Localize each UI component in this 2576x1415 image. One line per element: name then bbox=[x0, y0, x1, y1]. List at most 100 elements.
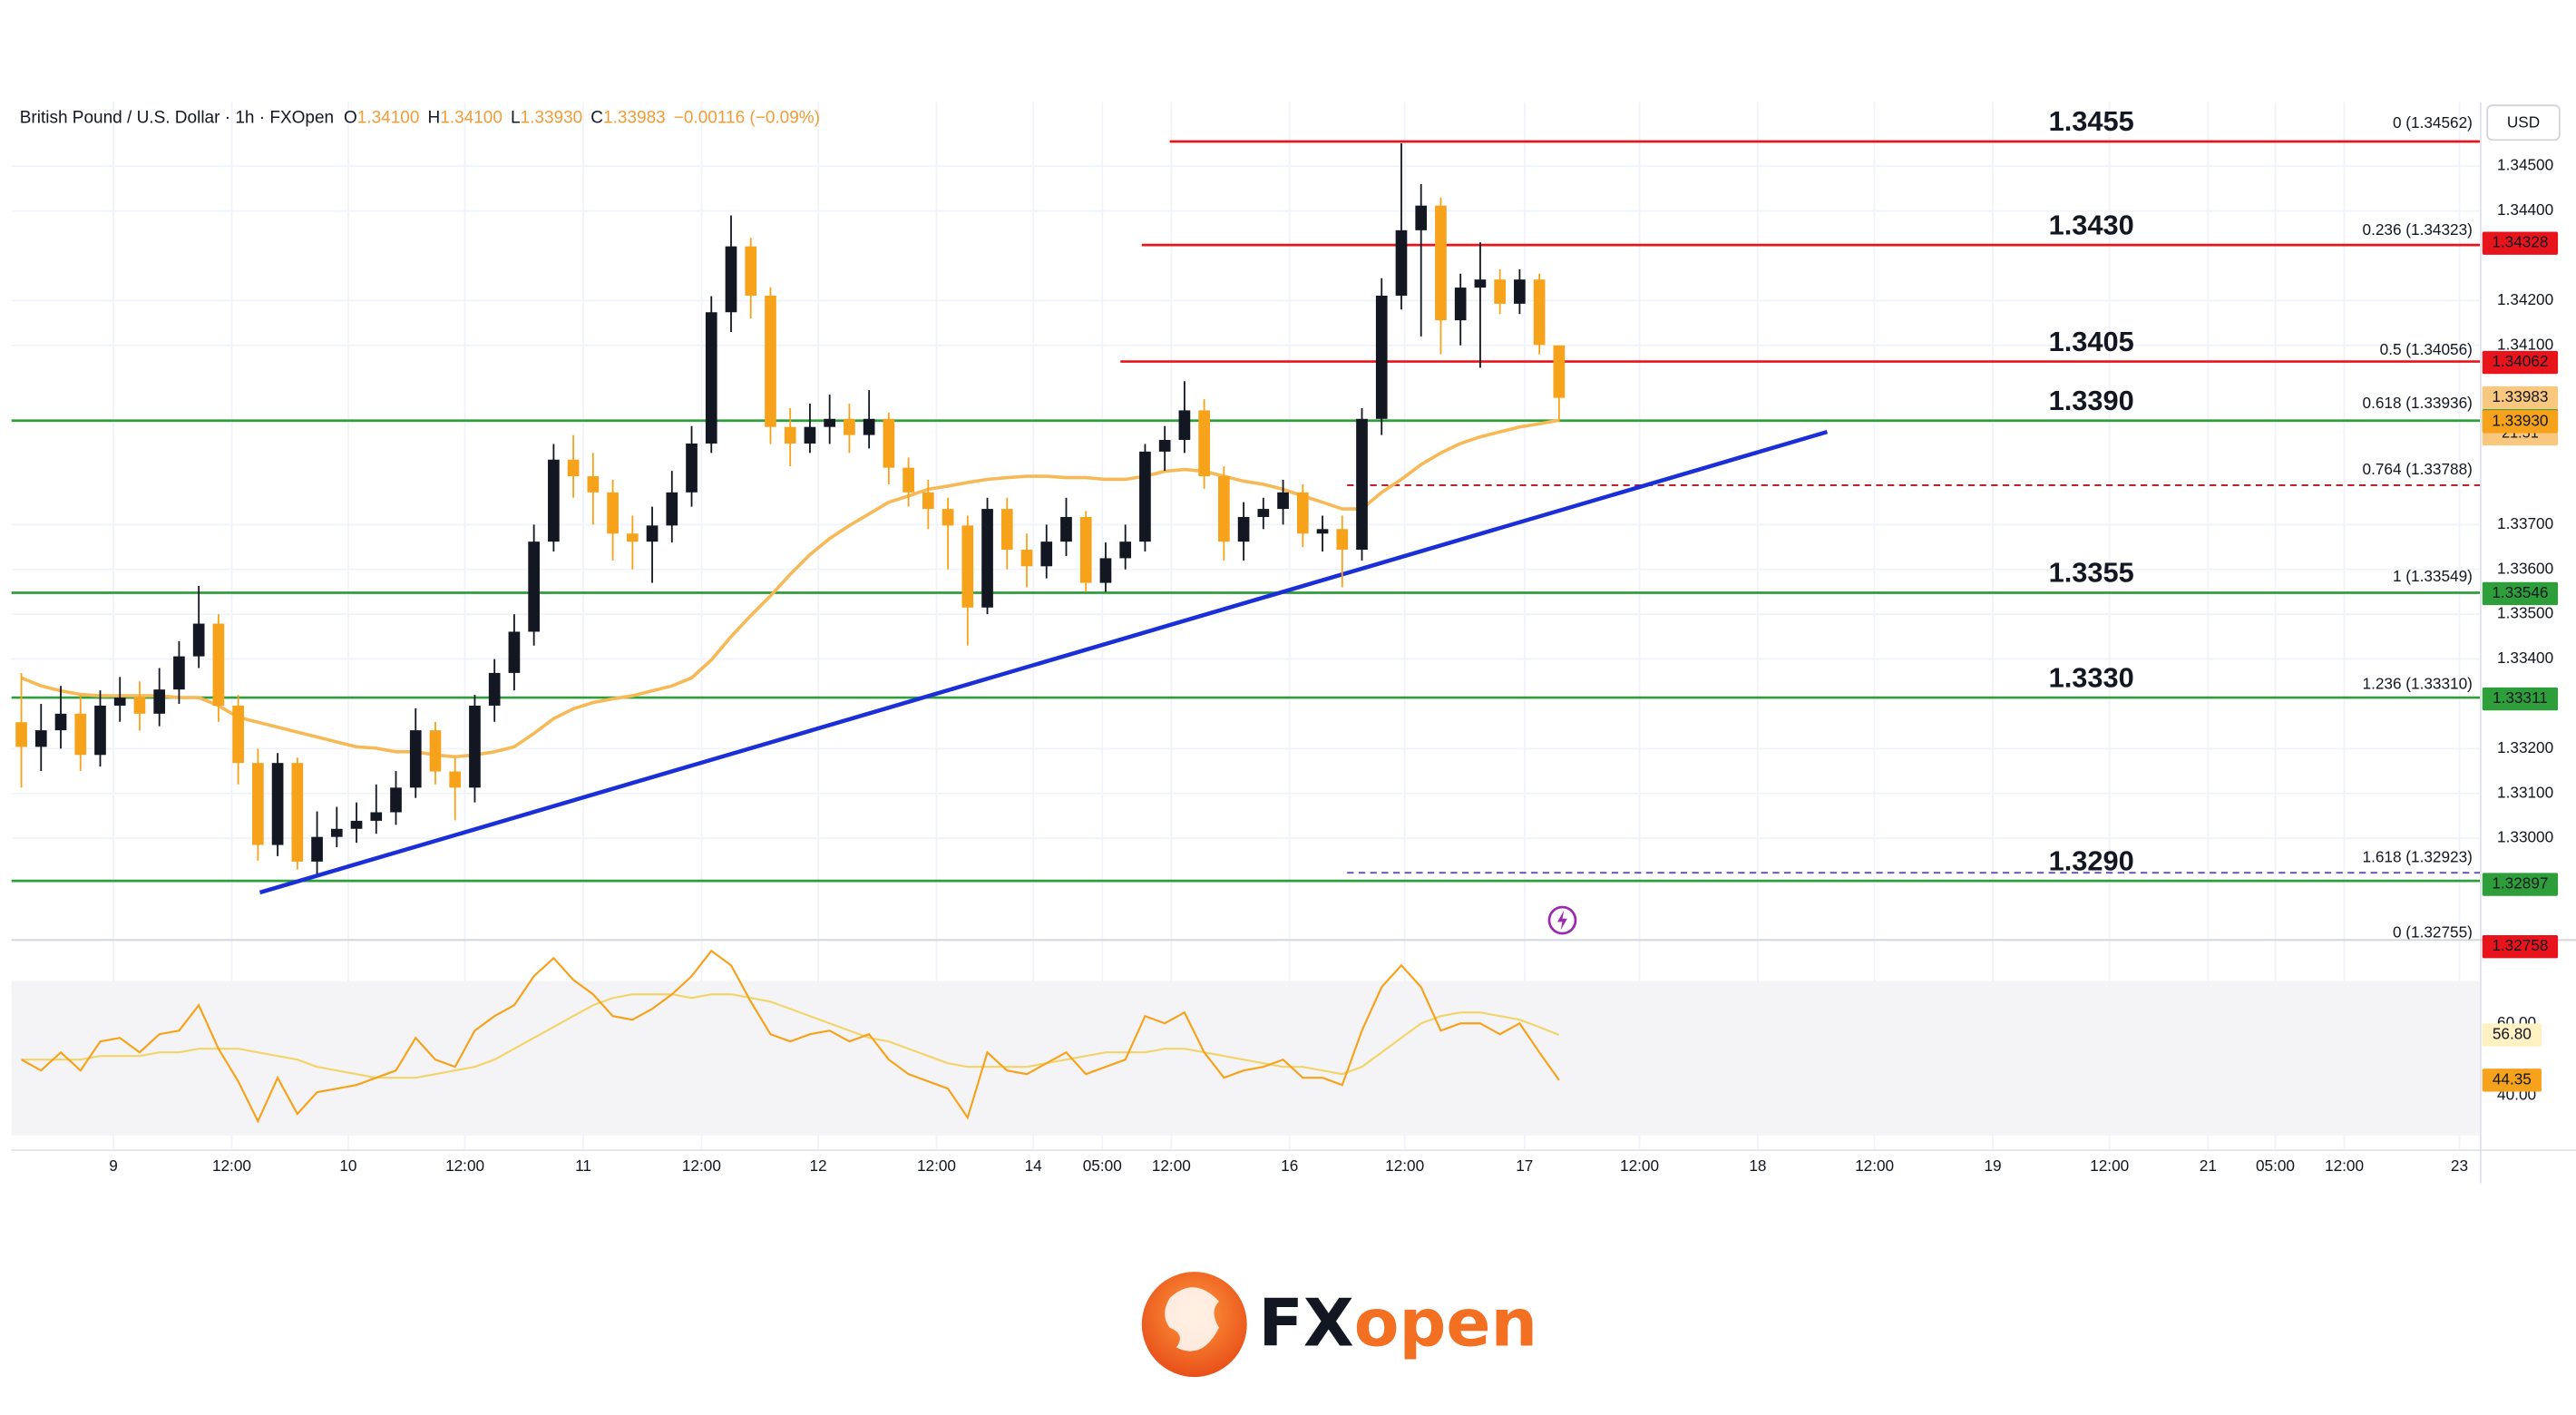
change: −0.00116 (−0.09%) bbox=[674, 109, 820, 128]
rsi-band bbox=[11, 981, 2481, 1136]
candle-body bbox=[469, 705, 481, 788]
candle-body bbox=[1474, 279, 1487, 288]
x-tick-label: 12:00 bbox=[1620, 1156, 1659, 1175]
rsi-badge-label: 56.80 bbox=[2493, 1025, 2532, 1043]
y-tick-label: 1.33400 bbox=[2497, 649, 2553, 667]
candle-body bbox=[903, 467, 914, 493]
candle-body bbox=[765, 295, 776, 427]
candle-body bbox=[883, 418, 895, 468]
price-badge bbox=[2482, 410, 2559, 434]
candle-body bbox=[1375, 295, 1388, 419]
chart-header: British Pound / U.S. Dollar · 1h · FXOpe… bbox=[20, 109, 820, 128]
x-tick-label: 12 bbox=[809, 1156, 826, 1175]
currency-box[interactable] bbox=[2486, 104, 2561, 142]
alert-icon[interactable] bbox=[1547, 905, 1577, 935]
fib-label: 0.236 (1.34323) bbox=[2363, 220, 2473, 239]
candle-body bbox=[784, 426, 796, 444]
candle-body bbox=[1356, 418, 1368, 551]
rsi-ma-line bbox=[21, 993, 1560, 1079]
candle-body bbox=[626, 533, 639, 542]
candle-body bbox=[330, 828, 343, 837]
candle-body bbox=[528, 542, 540, 632]
logo-dragon bbox=[1165, 1287, 1219, 1352]
ohlc-key: L bbox=[511, 109, 521, 128]
fib-label: 1 (1.33549) bbox=[2393, 567, 2473, 585]
x-tick-label: 23 bbox=[2451, 1156, 2468, 1175]
fib-label: 0.618 (1.33936) bbox=[2363, 394, 2473, 412]
candle-body bbox=[548, 459, 560, 542]
ohlc-value: 1.34100 bbox=[357, 109, 420, 128]
x-tick-label: 12:00 bbox=[2090, 1156, 2129, 1175]
price-badge bbox=[2482, 873, 2559, 896]
x-tick-label: 11 bbox=[575, 1156, 591, 1175]
candle-body bbox=[212, 623, 225, 706]
candle-body bbox=[1040, 542, 1053, 567]
candle-body bbox=[961, 525, 974, 608]
ohlc-key: H bbox=[428, 109, 441, 128]
candle-body bbox=[942, 509, 954, 526]
price-badge bbox=[2482, 687, 2559, 711]
price-badge-label: 1.33930 bbox=[2492, 411, 2548, 429]
candle-body bbox=[252, 763, 264, 845]
x-tick-label: 12:00 bbox=[682, 1156, 721, 1175]
icon-bolt bbox=[1557, 910, 1567, 931]
level-label: 1.3390 bbox=[2049, 385, 2134, 416]
x-tick-label: 12:00 bbox=[1855, 1156, 1894, 1175]
price-badge-label: 1.34062 bbox=[2492, 352, 2548, 370]
y-tick-label: 1.33100 bbox=[2497, 783, 2553, 801]
candle-body bbox=[1020, 550, 1033, 567]
candle-body bbox=[745, 246, 757, 296]
level-label: 1.3330 bbox=[2049, 661, 2134, 693]
candle-body bbox=[54, 713, 67, 731]
candle-body bbox=[74, 713, 87, 756]
candle-body bbox=[1099, 558, 1112, 583]
candle-body bbox=[1435, 205, 1447, 321]
candle-body bbox=[981, 509, 993, 608]
x-tick-label: 12:00 bbox=[2325, 1156, 2364, 1175]
y-tick-label: 1.34100 bbox=[2497, 335, 2553, 353]
candle-body bbox=[725, 246, 737, 313]
fib-label: 1.618 (1.32923) bbox=[2363, 847, 2473, 865]
candle-body bbox=[192, 623, 205, 657]
candle-body bbox=[390, 787, 402, 813]
candle-body bbox=[666, 492, 678, 526]
y-tick-label: 1.33000 bbox=[2497, 828, 2553, 846]
y-tick-label: 1.34200 bbox=[2497, 290, 2553, 308]
candle-body bbox=[1454, 288, 1467, 321]
logo: FXopen bbox=[1141, 1272, 1537, 1378]
candle-body bbox=[607, 492, 619, 534]
price-badge-label: 1.32758 bbox=[2492, 936, 2548, 954]
price-badge-label: 1.33546 bbox=[2492, 583, 2548, 601]
rsi-line bbox=[21, 949, 1560, 1124]
trendline bbox=[259, 429, 1829, 895]
candle-body bbox=[1296, 492, 1309, 534]
candle-body bbox=[1218, 476, 1230, 542]
candle-body bbox=[1000, 509, 1013, 551]
candle-body bbox=[587, 476, 600, 493]
y-tick-label: 1.34500 bbox=[2497, 156, 2553, 174]
ohlc-value: 1.34100 bbox=[440, 109, 503, 128]
candle-body bbox=[1079, 516, 1092, 583]
candle-body bbox=[1415, 205, 1428, 230]
x-tick-label: 16 bbox=[1281, 1156, 1298, 1175]
price-badge-label: 1.33311 bbox=[2493, 688, 2548, 707]
x-tick-label: 21 bbox=[2200, 1156, 2217, 1175]
logo-fx: FX bbox=[1258, 1286, 1353, 1362]
header-title: British Pound / U.S. Dollar · 1h · FXOpe… bbox=[20, 109, 334, 128]
x-tick-label: 12:00 bbox=[445, 1156, 484, 1175]
y-tick-label: 1.33600 bbox=[2497, 559, 2553, 577]
x-tick-label: 9 bbox=[109, 1156, 118, 1175]
candle-body bbox=[271, 763, 284, 845]
candle-body bbox=[429, 730, 442, 772]
candle-body bbox=[686, 443, 698, 493]
candle-body bbox=[133, 698, 146, 714]
candle-body bbox=[824, 418, 836, 427]
fib-label: 1.236 (1.33310) bbox=[2363, 674, 2473, 692]
level-label: 1.3430 bbox=[2049, 209, 2134, 240]
candle-body bbox=[232, 705, 244, 764]
candle-body bbox=[409, 730, 422, 788]
y-tick-label: 1.34400 bbox=[2497, 200, 2553, 219]
candle-body bbox=[1060, 516, 1072, 542]
